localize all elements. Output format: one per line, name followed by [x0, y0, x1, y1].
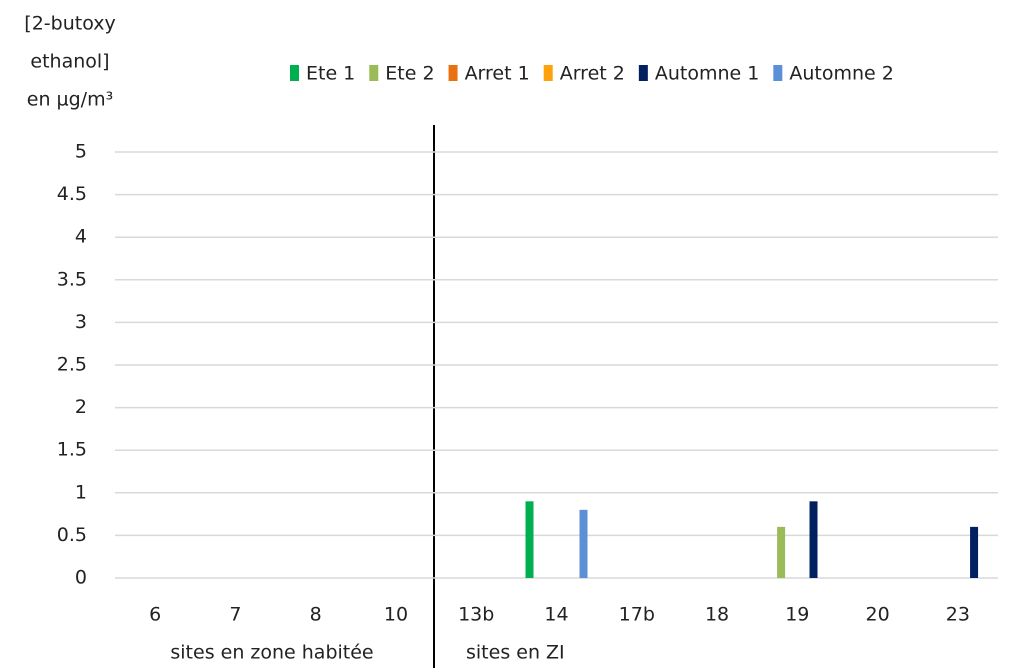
y-tick-label: 4: [75, 226, 87, 248]
x-tick-label: 18: [705, 604, 729, 626]
bar: [579, 509, 588, 578]
x-tick-label: 20: [865, 604, 889, 626]
bar: [777, 526, 786, 578]
x-tick-label: 19: [785, 604, 809, 626]
legend-swatch: [369, 65, 379, 81]
y-tick-label: 1.5: [57, 439, 87, 461]
y-tick-label: 0: [75, 567, 87, 589]
legend-label: Ete 2: [385, 63, 434, 85]
x-tick-label: 17b: [619, 604, 655, 626]
legend-label: Automne 1: [655, 63, 759, 85]
legend-swatch: [290, 65, 299, 81]
legend-label: Arret 1: [465, 63, 530, 85]
y-axis-label: [2-butoxy: [24, 13, 115, 35]
x-tick-label: 23: [946, 604, 970, 626]
legend-swatch: [638, 65, 648, 81]
x-tick-label: 10: [384, 604, 408, 626]
y-tick-label: 2: [75, 396, 87, 418]
x-tick-label: 13b: [458, 604, 494, 626]
y-tick-label: 2.5: [57, 354, 87, 376]
y-tick-label: 3.5: [57, 268, 87, 290]
legend-swatch: [448, 65, 458, 81]
legend-label: Automne 2: [789, 63, 893, 85]
x-tick-label: 8: [310, 604, 322, 626]
legend-swatch: [773, 65, 783, 81]
legend-swatch: [543, 65, 553, 81]
legend-label: Ete 1: [306, 63, 355, 85]
group-label: sites en ZI: [466, 642, 565, 664]
y-tick-label: 3: [75, 311, 87, 333]
legend-label: Arret 2: [560, 63, 625, 85]
x-tick-label: 14: [544, 604, 568, 626]
x-tick-label: 6: [149, 604, 161, 626]
y-axis-label: en µg/m³: [27, 89, 113, 111]
y-tick-label: 4.5: [57, 183, 87, 205]
group-label: sites en zone habitée: [170, 642, 373, 664]
y-axis-label: ethanol]: [30, 51, 109, 73]
y-tick-label: 5: [75, 141, 87, 163]
x-tick-label: 7: [229, 604, 241, 626]
bar: [809, 501, 818, 578]
bar: [525, 501, 534, 578]
y-tick-label: 0.5: [57, 524, 87, 546]
y-tick-label: 1: [75, 481, 87, 503]
bar: [970, 526, 979, 578]
